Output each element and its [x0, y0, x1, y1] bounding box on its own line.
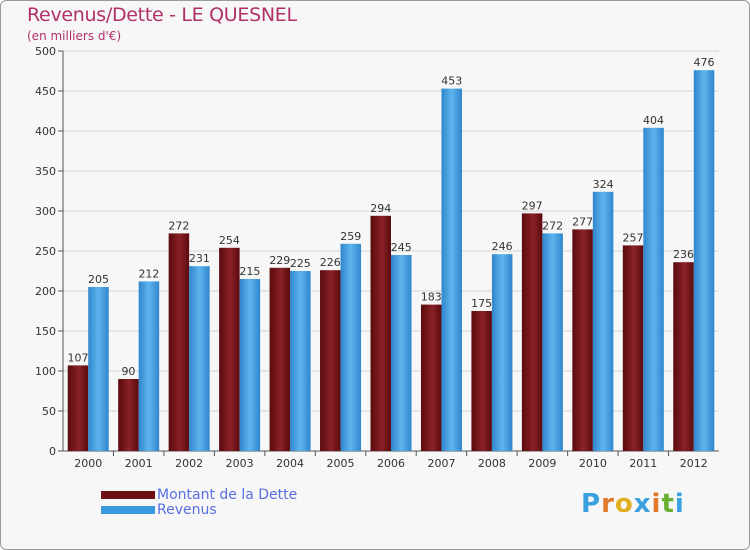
bar-dette	[219, 247, 240, 451]
value-label-dette: 254	[219, 234, 240, 247]
x-tick-label: 2007	[427, 457, 455, 470]
value-labels: 107 205 90 212 272 231 254 215 229 225 226 259 294 24…	[67, 56, 714, 378]
x-tick-label: 2008	[478, 457, 506, 470]
x-axis-ticks: 2000 2001 2002 2003 2004 2005 2006 2007 2008 2009…	[74, 451, 708, 470]
bar-revenus	[391, 255, 412, 451]
x-tick-label: 2011	[629, 457, 657, 470]
y-tick-label: 100	[35, 365, 56, 378]
value-label-dette: 297	[522, 199, 543, 212]
value-label-revenus: 476	[694, 56, 715, 69]
y-tick-label: 150	[35, 325, 56, 338]
bar-dette	[269, 267, 291, 451]
value-label-revenus: 453	[441, 75, 462, 88]
value-label-dette: 107	[67, 351, 88, 364]
legend-label-dette: Montant de la Dette	[157, 486, 298, 503]
bar-dette	[572, 229, 593, 451]
bar-dette	[521, 213, 543, 451]
value-label-dette: 226	[320, 256, 341, 269]
value-label-dette: 257	[623, 231, 644, 244]
value-label-revenus: 245	[391, 241, 412, 254]
y-tick-label: 450	[35, 85, 56, 98]
x-tick-label: 2004	[276, 457, 304, 470]
value-label-revenus: 246	[492, 240, 513, 253]
legend-swatch-dette	[101, 490, 155, 499]
y-tick-label: 500	[35, 45, 56, 58]
y-tick-label: 350	[35, 165, 56, 178]
legend-swatch-revenus	[101, 505, 155, 514]
x-tick-label: 2006	[377, 457, 405, 470]
value-label-revenus: 272	[542, 219, 563, 232]
value-label-dette: 272	[168, 219, 189, 232]
bar-dette	[67, 365, 89, 451]
x-tick-label: 2012	[680, 457, 708, 470]
logo-letter: i	[674, 489, 685, 519]
bar-dette	[622, 245, 644, 451]
y-tick-label: 400	[35, 125, 56, 138]
value-label-dette: 236	[673, 248, 694, 261]
legend-item-revenus: Revenus	[101, 501, 297, 518]
bar-revenus	[138, 281, 160, 451]
y-tick-label: 250	[35, 245, 56, 258]
bar-dette	[370, 215, 391, 451]
value-label-revenus: 231	[189, 252, 210, 265]
bar-revenus	[491, 254, 513, 451]
bar-revenus	[88, 287, 109, 451]
chart-title: Revenus/Dette - LE QUESNEL	[27, 4, 297, 26]
bar-dette	[118, 379, 139, 451]
x-tick-label: 2001	[125, 457, 153, 470]
logo-letter: x	[633, 489, 652, 519]
value-label-revenus: 205	[88, 273, 109, 286]
value-label-revenus: 404	[643, 114, 664, 127]
bar-revenus	[693, 70, 715, 451]
value-label-dette: 277	[572, 215, 593, 228]
x-tick-label: 2009	[528, 457, 556, 470]
y-tick-label: 300	[35, 205, 56, 218]
bar-dette	[673, 262, 694, 451]
x-tick-label: 2003	[226, 457, 254, 470]
bar-revenus	[441, 88, 462, 451]
bar-dette	[471, 311, 492, 451]
logo-letter: r	[601, 489, 615, 519]
bar-dette	[168, 233, 190, 451]
y-tick-label: 200	[35, 285, 56, 298]
logo-letter: P	[581, 489, 602, 519]
bar-revenus	[643, 127, 664, 452]
y-tick-label: 50	[42, 405, 56, 418]
bar-dette	[320, 270, 341, 451]
bar-revenus	[542, 233, 563, 451]
value-label-revenus: 259	[340, 230, 361, 243]
value-label-dette: 175	[471, 297, 492, 310]
bar-revenus	[290, 271, 311, 451]
value-label-dette: 90	[121, 365, 135, 378]
chart-subtitle: (en milliers d'€)	[27, 29, 122, 43]
bar-dette	[420, 304, 442, 451]
x-tick-label: 2002	[175, 457, 203, 470]
legend: Montant de la Dette Revenus	[101, 486, 298, 518]
y-tick-label: 0	[49, 445, 56, 458]
x-tick-label: 2000	[74, 457, 102, 470]
logo-letter: i	[651, 489, 662, 519]
value-label-revenus: 324	[593, 178, 614, 191]
bar-revenus	[340, 243, 362, 451]
legend-item-dette: Montant de la Dette	[101, 486, 298, 503]
value-label-revenus: 215	[239, 265, 260, 278]
x-tick-label: 2010	[579, 457, 607, 470]
value-label-dette: 183	[421, 291, 442, 304]
bar-revenus	[239, 279, 261, 451]
x-tick-label: 2005	[327, 457, 355, 470]
legend-label-revenus: Revenus	[157, 501, 217, 518]
y-axis-ticks: 0 50 100 150 200 250 300 350 400 450 500	[35, 45, 64, 458]
logo-letter: t	[661, 489, 675, 519]
bar-revenus	[189, 266, 210, 451]
bars	[67, 70, 715, 452]
value-label-dette: 294	[370, 202, 391, 215]
value-label-dette: 229	[269, 254, 290, 267]
value-label-revenus: 212	[138, 267, 159, 280]
logo-letter: o	[614, 489, 634, 519]
value-label-revenus: 225	[290, 257, 311, 270]
proxiti-logo: Proxiti	[581, 489, 685, 519]
bar-revenus	[592, 191, 614, 452]
